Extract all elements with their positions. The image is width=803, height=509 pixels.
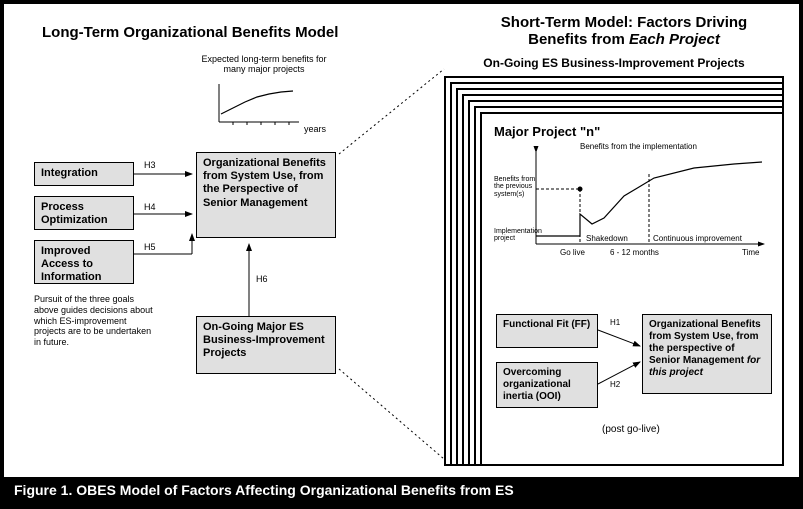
lbl-h6: H6 <box>256 274 268 284</box>
lbl-h5: H5 <box>144 242 156 252</box>
figure-frame: Long-Term Organizational Benefits Model … <box>0 0 803 509</box>
box-improved-access: Improved Access to Information <box>34 240 134 284</box>
mini-chart-xlabel: years <box>304 124 326 134</box>
right-arrows-svg <box>482 114 782 464</box>
mini-chart-title: Expected long-term benefits for many maj… <box>199 54 329 74</box>
lbl-h2: H2 <box>610 380 620 389</box>
right-title-l2: Benefits from Each Project <box>528 31 720 48</box>
right-title: Short-Term Model: Factors Driving Benefi… <box>464 14 784 48</box>
figure-caption: Figure 1. OBES Model of Factors Affectin… <box>4 477 799 505</box>
lbl-h4: H4 <box>144 202 156 212</box>
lbl-h1: H1 <box>610 318 620 327</box>
left-title: Long-Term Organizational Benefits Model <box>42 24 338 41</box>
box-integration: Integration <box>34 162 134 186</box>
lbl-h3: H3 <box>144 160 156 170</box>
right-subtitle: On-Going ES Business-Improvement Project… <box>444 56 784 70</box>
post-golive: (post go-live) <box>602 424 660 435</box>
box-ongoing: On-Going Major ES Business-Improvement P… <box>196 316 336 374</box>
figure-content: Long-Term Organizational Benefits Model … <box>4 4 799 477</box>
box-org-benefits-left: Organizational Benefits from System Use,… <box>196 152 336 238</box>
right-title-l1: Short-Term Model: Factors Driving <box>501 14 747 31</box>
box-process-opt: Process Optimization <box>34 196 134 230</box>
left-note: Pursuit of the three goals above guides … <box>34 294 154 348</box>
card-front: Major Project "n" <box>480 112 784 466</box>
